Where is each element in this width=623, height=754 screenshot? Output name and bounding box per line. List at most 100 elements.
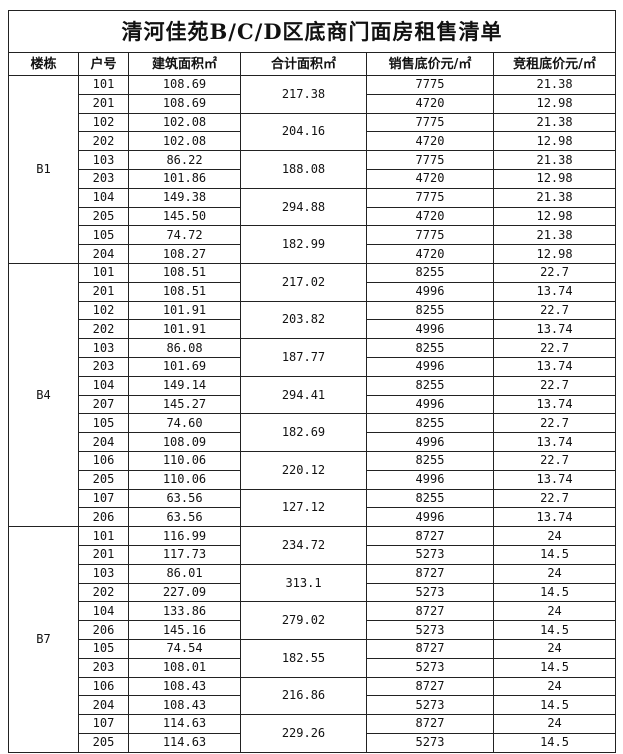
table-row: 206 63.56 4996 13.74 — [9, 507, 617, 528]
building-name: B7 — [8, 526, 79, 753]
table-row: 105 74.60 182.69 8255 22.7 — [9, 413, 617, 452]
table-row: 102 102.08 204.16 7775 21.38 — [9, 112, 617, 152]
rent-price: 14.5 — [492, 544, 617, 565]
sale-price: 7775 — [366, 150, 494, 170]
rent-price: 14.5 — [492, 732, 617, 753]
listing-table: 清河佳苑B/C/D区底商门面房租售清单 楼栋 户号 建筑面积㎡ 合计面积㎡ 销售… — [7, 10, 617, 753]
unit-number: 106 — [78, 450, 129, 471]
unit-number: 106 — [78, 676, 129, 697]
unit-number: 201 — [78, 544, 129, 565]
table-row: 103 86.01 313.1 8727 24 — [9, 563, 617, 603]
table-row: 204 108.09 4996 13.74 — [9, 432, 617, 452]
rent-price: 24 — [492, 714, 617, 734]
rent-price: 22.7 — [492, 338, 617, 358]
table-row: 107 114.63 229.26 8727 24 — [9, 714, 617, 753]
unit-area: 102.08 — [128, 131, 241, 152]
combined-area: 182.99 — [240, 225, 367, 264]
rent-price: 21.38 — [492, 150, 617, 170]
rent-price: 24 — [492, 638, 617, 659]
sale-price: 8255 — [366, 488, 494, 509]
unit-number: 105 — [78, 638, 129, 659]
rent-price: 14.5 — [492, 695, 617, 716]
unit-number: 202 — [78, 131, 129, 152]
combined-area: 229.26 — [240, 714, 367, 753]
table-row: 104 149.38 294.88 7775 21.38 — [9, 187, 617, 227]
unit-number: 201 — [78, 281, 129, 302]
unit-number: 105 — [78, 413, 129, 434]
sale-price: 8727 — [366, 676, 494, 697]
table-row: 103 86.08 187.77 8255 22.7 — [9, 338, 617, 377]
rent-price: 24 — [492, 676, 617, 697]
unit-area: 86.01 — [128, 563, 241, 584]
rental-sale-sheet: 清河佳苑B/C/D区底商门面房租售清单 楼栋 户号 建筑面积㎡ 合计面积㎡ 销售… — [7, 10, 617, 753]
table-row: 202 101.91 4996 13.74 — [9, 319, 617, 340]
unit-area: 101.91 — [128, 300, 241, 321]
unit-area: 86.22 — [128, 150, 241, 170]
sale-price: 8727 — [366, 526, 494, 546]
unit-area: 110.06 — [128, 469, 241, 490]
rent-price: 22.7 — [492, 375, 617, 396]
sale-price: 4996 — [366, 356, 494, 377]
sale-price: 7775 — [366, 225, 494, 246]
unit-number: 204 — [78, 244, 129, 264]
sheet-title: 清河佳苑B/C/D区底商门面房租售清单 — [7, 10, 617, 53]
rent-price: 21.38 — [492, 225, 617, 246]
unit-area: 101.91 — [128, 319, 241, 340]
table-row: 204 108.43 5273 14.5 — [9, 695, 617, 716]
table-row: 105 74.54 182.55 8727 24 — [9, 638, 617, 678]
rent-price: 21.38 — [492, 112, 617, 133]
sale-price: 5273 — [366, 544, 494, 565]
unit-area: 74.54 — [128, 638, 241, 659]
unit-number: 204 — [78, 695, 129, 716]
rent-price: 24 — [492, 526, 617, 546]
unit-number: 101 — [78, 75, 129, 95]
table-row: 203 101.86 4720 12.98 — [9, 168, 617, 189]
sale-price: 8255 — [366, 262, 494, 283]
sale-price: 4996 — [366, 319, 494, 340]
unit-area: 108.69 — [128, 93, 241, 114]
sale-price: 7775 — [366, 75, 494, 95]
table-row: 201 108.51 4996 13.74 — [9, 281, 617, 302]
combined-area: 127.12 — [240, 488, 367, 528]
unit-number: 203 — [78, 657, 129, 678]
rent-price: 13.74 — [492, 432, 617, 452]
unit-area: 74.72 — [128, 225, 241, 246]
table-row: 105 74.72 182.99 7775 21.38 — [9, 225, 617, 264]
rent-price: 12.98 — [492, 206, 617, 227]
header-total-area: 合计面积㎡ — [240, 52, 367, 76]
unit-area: 116.99 — [128, 526, 241, 546]
table-row: 206 145.16 5273 14.5 — [9, 620, 617, 640]
unit-number: 206 — [78, 620, 129, 640]
unit-number: 102 — [78, 300, 129, 321]
rent-price: 12.98 — [492, 131, 617, 152]
rent-price: 24 — [492, 563, 617, 584]
combined-area: 313.1 — [240, 563, 367, 603]
sale-price: 4996 — [366, 507, 494, 528]
unit-area: 108.51 — [128, 262, 241, 283]
table-row: B7 101 116.99 234.72 8727 24 — [8, 526, 617, 753]
table-row: 103 86.22 188.08 7775 21.38 — [9, 150, 617, 189]
unit-area: 114.63 — [128, 714, 241, 734]
header-building: 楼栋 — [8, 52, 79, 76]
combined-area: 182.69 — [240, 413, 367, 452]
unit-number: 103 — [78, 150, 129, 170]
combined-area: 188.08 — [240, 150, 367, 189]
rent-price: 22.7 — [492, 488, 617, 509]
rent-price: 14.5 — [492, 582, 617, 603]
rent-price: 22.7 — [492, 413, 617, 434]
combined-area: 217.38 — [240, 75, 367, 114]
unit-area: 86.08 — [128, 338, 241, 358]
unit-area: 108.43 — [128, 695, 241, 716]
unit-area: 108.09 — [128, 432, 241, 452]
unit-area: 108.69 — [128, 75, 241, 95]
unit-number: 101 — [78, 526, 129, 546]
unit-number: 203 — [78, 356, 129, 377]
rent-price: 22.7 — [492, 300, 617, 321]
sale-price: 8727 — [366, 714, 494, 734]
rent-price: 22.7 — [492, 450, 617, 471]
unit-number: 201 — [78, 93, 129, 114]
rent-price: 13.74 — [492, 469, 617, 490]
combined-area: 216.86 — [240, 676, 367, 716]
combined-area: 234.72 — [240, 526, 367, 565]
rent-price: 13.74 — [492, 394, 617, 415]
